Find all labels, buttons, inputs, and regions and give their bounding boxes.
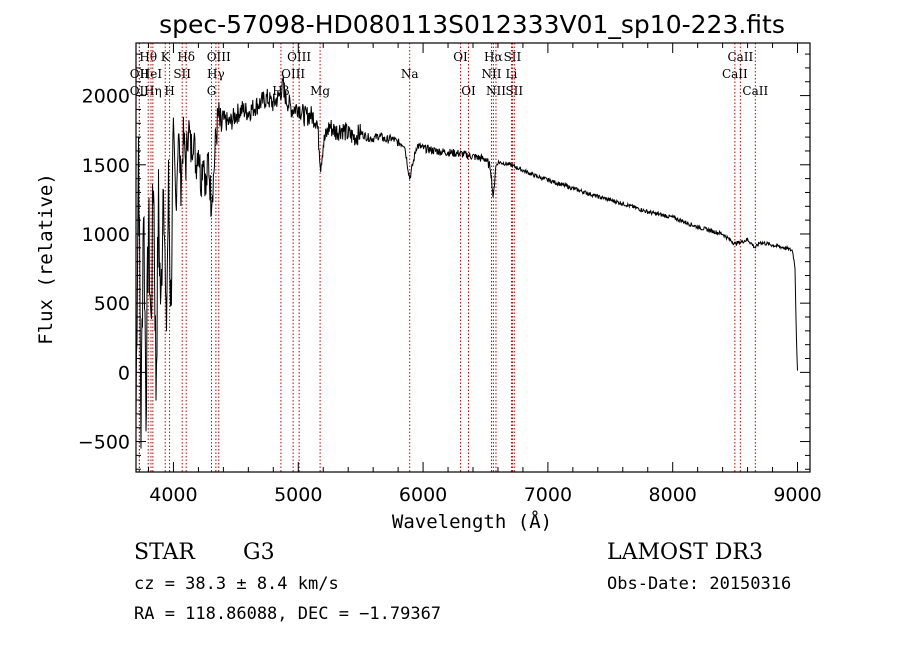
marker-label-2: OII bbox=[130, 84, 150, 98]
marker-label-0: Hθ bbox=[139, 50, 157, 64]
marker-label-22: SII bbox=[504, 50, 522, 64]
redshift-cz: cz = 38.3 ± 8.4 km/s bbox=[134, 574, 339, 594]
object-type: STAR bbox=[134, 540, 196, 565]
x-tick-label-1: 5000 bbox=[274, 484, 322, 506]
marker-label-11: G bbox=[207, 84, 217, 98]
survey-name: LAMOST DR3 bbox=[607, 540, 763, 565]
coordinates: RA = 118.86088, DEC = −1.79367 bbox=[134, 604, 441, 624]
marker-label-25: CaII bbox=[727, 50, 753, 64]
marker-label-9: OIII bbox=[207, 50, 231, 64]
marker-label-27: CaII bbox=[742, 84, 768, 98]
marker-label-4: Hη bbox=[144, 84, 162, 98]
marker-label-3: HeI bbox=[140, 67, 163, 81]
marker-label-21: NII bbox=[486, 84, 506, 98]
y-tick-label-5: 2000 bbox=[82, 86, 130, 108]
spectrum-line bbox=[135, 75, 798, 449]
x-tick-label-2: 6000 bbox=[399, 484, 447, 506]
marker-label-10: Hγ bbox=[207, 67, 225, 81]
series-group bbox=[135, 75, 798, 449]
y-tick-label-3: 1000 bbox=[82, 224, 130, 246]
marker-label-15: Mg bbox=[310, 84, 330, 98]
marker-label-23: Li bbox=[506, 67, 518, 81]
marker-label-12: Hβ bbox=[272, 84, 289, 98]
marker-label-18: OI bbox=[461, 84, 476, 98]
marker-label-17: OI bbox=[453, 50, 468, 64]
y-tick-label-4: 1500 bbox=[82, 155, 130, 177]
plot-frame bbox=[135, 42, 811, 473]
obs-date: Obs-Date: 20150316 bbox=[607, 574, 791, 594]
marker-label-20: NII bbox=[481, 67, 501, 81]
y-tick-label-0: −500 bbox=[78, 432, 130, 454]
marker-label-16: Na bbox=[401, 67, 419, 81]
marker-label-8: Hδ bbox=[177, 50, 195, 64]
marker-label-19: Hα bbox=[484, 50, 503, 64]
y-axis-label: Flux (relative) bbox=[35, 173, 57, 345]
marker-label-6: H bbox=[164, 84, 174, 98]
marker-label-7: SII bbox=[173, 67, 191, 81]
subclass: G3 bbox=[243, 540, 275, 565]
marker-label-13: OIII bbox=[287, 50, 311, 64]
marker-label-5: K bbox=[161, 50, 171, 64]
x-tick-label-3: 7000 bbox=[524, 484, 572, 506]
axis-ticks: 4000 5000 6000 7000 8000 9000 −500 0 500 1000 1500… bbox=[78, 43, 822, 506]
x-tick-label-0: 4000 bbox=[149, 484, 197, 506]
chart-title: spec-57098-HD080113S012333V01_sp10-223.f… bbox=[159, 10, 785, 39]
marker-label-1: OII bbox=[130, 67, 150, 81]
marker-label-24: SII bbox=[505, 84, 523, 98]
x-axis-label: Wavelength (Å) bbox=[392, 510, 552, 533]
x-tick-label-4: 8000 bbox=[649, 484, 697, 506]
y-tick-label-2: 500 bbox=[94, 293, 130, 315]
x-tick-label-5: 9000 bbox=[773, 484, 821, 506]
y-tick-label-1: 0 bbox=[118, 362, 130, 384]
marker-label-14: OIII bbox=[281, 67, 305, 81]
marker-label-26: CaII bbox=[722, 67, 748, 81]
